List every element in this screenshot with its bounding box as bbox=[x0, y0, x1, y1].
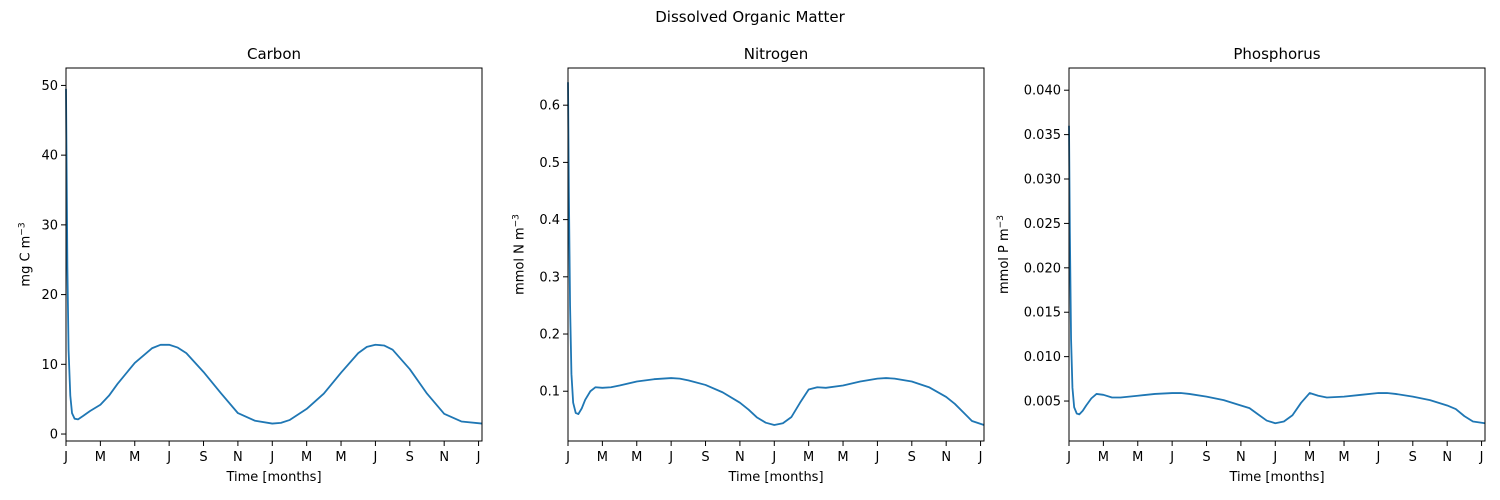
x-axis-label: Time [months] bbox=[1228, 470, 1324, 485]
x-tick-label: J bbox=[1272, 450, 1277, 465]
x-tick-label: J bbox=[1479, 450, 1484, 465]
x-tick-label: M bbox=[1304, 450, 1315, 465]
x-tick-label: J bbox=[269, 450, 274, 465]
series-line-phosphorus bbox=[1068, 125, 1486, 425]
x-tick-label: J bbox=[372, 450, 377, 465]
y-tick-label: 0.025 bbox=[1024, 217, 1061, 232]
y-axis-label: mmol P m−3 bbox=[996, 215, 1012, 294]
y-tick-label: 0.040 bbox=[1024, 84, 1061, 99]
y-tick-label: 30 bbox=[41, 218, 58, 233]
x-tick-label: J bbox=[166, 450, 171, 465]
y-tick-label: 0.030 bbox=[1024, 173, 1061, 188]
x-tick-label: J bbox=[1375, 450, 1380, 465]
panel-nitrogen: Nitrogen J M M J S N J M M J S N J 0.1 0.2 0.3 0.4 0.5 0.6 T… bbox=[511, 45, 985, 485]
y-tick-label: 0.015 bbox=[1024, 306, 1061, 321]
y-tick-label: 0.1 bbox=[539, 385, 560, 400]
x-tick-label: M bbox=[597, 450, 608, 465]
x-tick-label: J bbox=[771, 450, 776, 465]
panel-title: Phosphorus bbox=[1233, 45, 1320, 63]
x-tick-label: M bbox=[301, 450, 312, 465]
x-tick-label: M bbox=[129, 450, 140, 465]
y-axis-label: mmol N m−3 bbox=[511, 214, 527, 295]
x-tick-label: M bbox=[95, 450, 106, 465]
x-tick-label: N bbox=[1236, 450, 1246, 465]
x-tick-label: M bbox=[1338, 450, 1349, 465]
y-tick-label: 0.2 bbox=[539, 328, 560, 343]
x-tick-label: N bbox=[1442, 450, 1452, 465]
y-tick-label: 20 bbox=[41, 288, 58, 303]
x-tick-label: S bbox=[406, 450, 414, 465]
y-tick-label: 0.005 bbox=[1024, 395, 1061, 410]
y-tick-label: 0.010 bbox=[1024, 350, 1061, 365]
plot-area-frame bbox=[65, 67, 483, 442]
x-tick-label: J bbox=[63, 450, 68, 465]
x-tick-label: N bbox=[941, 450, 951, 465]
y-tick-label: 0.6 bbox=[539, 99, 560, 114]
y-tick-label: 40 bbox=[41, 149, 58, 164]
x-tick-label: N bbox=[735, 450, 745, 465]
panel-title: Nitrogen bbox=[744, 45, 809, 63]
x-tick-label: J bbox=[476, 450, 481, 465]
x-tick-label: J bbox=[978, 450, 983, 465]
y-tick-label: 0.5 bbox=[539, 156, 560, 171]
x-tick-label: S bbox=[199, 450, 207, 465]
y-tick-label: 0.020 bbox=[1024, 261, 1061, 276]
x-tick-label: N bbox=[439, 450, 449, 465]
x-tick-label: M bbox=[335, 450, 346, 465]
series-line-carbon bbox=[65, 88, 483, 425]
y-tick-label: 0.3 bbox=[539, 270, 560, 285]
x-tick-label: J bbox=[668, 450, 673, 465]
plot-area-frame bbox=[1068, 67, 1486, 442]
x-tick-label: S bbox=[701, 450, 709, 465]
x-tick-label: M bbox=[631, 450, 642, 465]
panel-phosphorus: Phosphorus J M M J S N J M M J S N J 0.005 0.010 0.015 0.… bbox=[996, 45, 1486, 485]
y-tick-label: 0.4 bbox=[539, 213, 560, 228]
x-tick-label: J bbox=[1066, 450, 1071, 465]
x-tick-label: S bbox=[1202, 450, 1210, 465]
x-tick-label: M bbox=[1132, 450, 1143, 465]
x-tick-label: M bbox=[803, 450, 814, 465]
x-tick-label: N bbox=[233, 450, 243, 465]
x-axis-label: Time [months] bbox=[225, 470, 321, 485]
x-axis-label: Time [months] bbox=[727, 470, 823, 485]
x-tick-label: J bbox=[565, 450, 570, 465]
y-tick-label: 10 bbox=[41, 358, 58, 373]
x-tick-label: J bbox=[874, 450, 879, 465]
x-tick-label: M bbox=[1098, 450, 1109, 465]
y-tick-label: 0.035 bbox=[1024, 128, 1061, 143]
x-tick-label: S bbox=[1409, 450, 1417, 465]
y-axis-label: mg C m−3 bbox=[18, 222, 34, 286]
plot-area-frame bbox=[567, 67, 985, 442]
x-tick-label: M bbox=[837, 450, 848, 465]
series-line-nitrogen bbox=[567, 82, 985, 426]
y-tick-label: 50 bbox=[41, 79, 58, 94]
panel-title: Carbon bbox=[247, 45, 301, 63]
x-tick-label: J bbox=[1169, 450, 1174, 465]
figure-suptitle: Dissolved Organic Matter bbox=[655, 8, 845, 26]
x-tick-label: S bbox=[908, 450, 916, 465]
y-tick-label: 0 bbox=[50, 428, 58, 443]
